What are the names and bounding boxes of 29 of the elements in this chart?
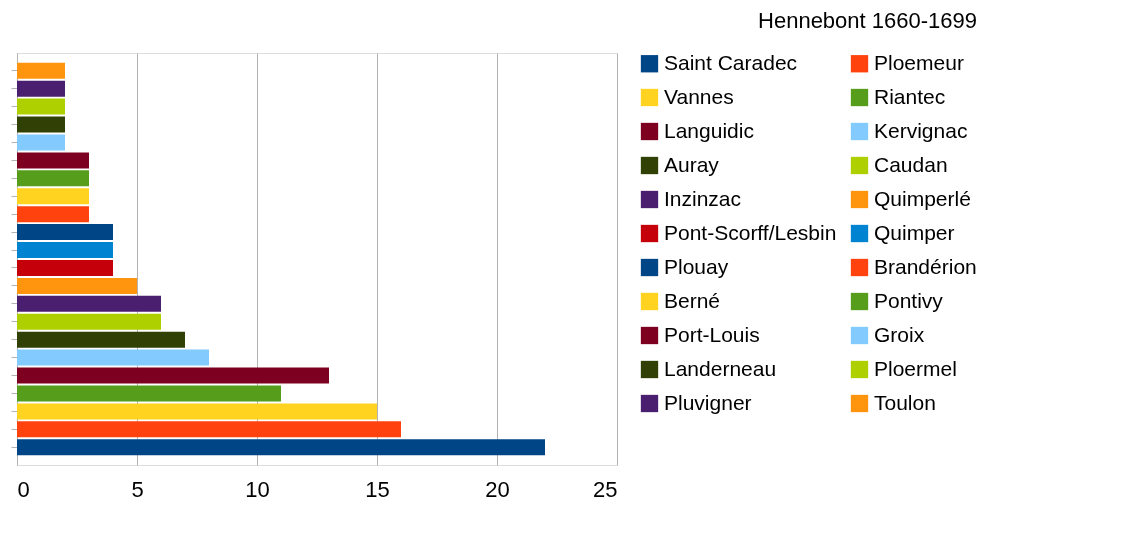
legend-label: Pont-Scorff/Lesbin — [664, 220, 837, 244]
legend-label: Kervignac — [874, 118, 968, 142]
legend-label: Landerneau — [664, 356, 777, 380]
legend-label: Pluvigner — [664, 390, 752, 414]
legend-label: Port-Louis — [664, 322, 760, 346]
legend-label: Toulon — [874, 390, 936, 414]
x-tick-label: 10 — [245, 476, 270, 502]
legend-label: Ploermel — [874, 356, 957, 380]
x-tick-label: 5 — [131, 476, 144, 502]
legend-label: Riantec — [874, 84, 946, 108]
legend-label: Berné — [664, 288, 721, 312]
legend-label: Vannes — [664, 84, 734, 108]
legend-label: Auray — [664, 152, 720, 176]
legend-label: Inzinzac — [664, 186, 742, 210]
x-tick-label: 0 — [17, 476, 30, 502]
legend-label: Quimperlé — [874, 186, 971, 210]
x-tick-label: 25 — [593, 476, 618, 502]
legend-label: Quimper — [874, 220, 955, 244]
legend-label: Pontivy — [874, 288, 944, 312]
legend-label: Saint Caradec — [664, 50, 798, 74]
x-tick-label: 15 — [365, 476, 390, 502]
legend-label: Groix — [874, 322, 925, 346]
legend-label: Brandérion — [874, 254, 977, 278]
legend-label: Languidic — [664, 118, 754, 142]
legend-label: Ploemeur — [874, 50, 964, 74]
text: Hennebont 1660-1699 — [758, 8, 977, 33]
legend-label: Caudan — [874, 152, 948, 176]
legend-label: Plouay — [664, 254, 729, 278]
x-tick-label: 20 — [485, 476, 510, 502]
